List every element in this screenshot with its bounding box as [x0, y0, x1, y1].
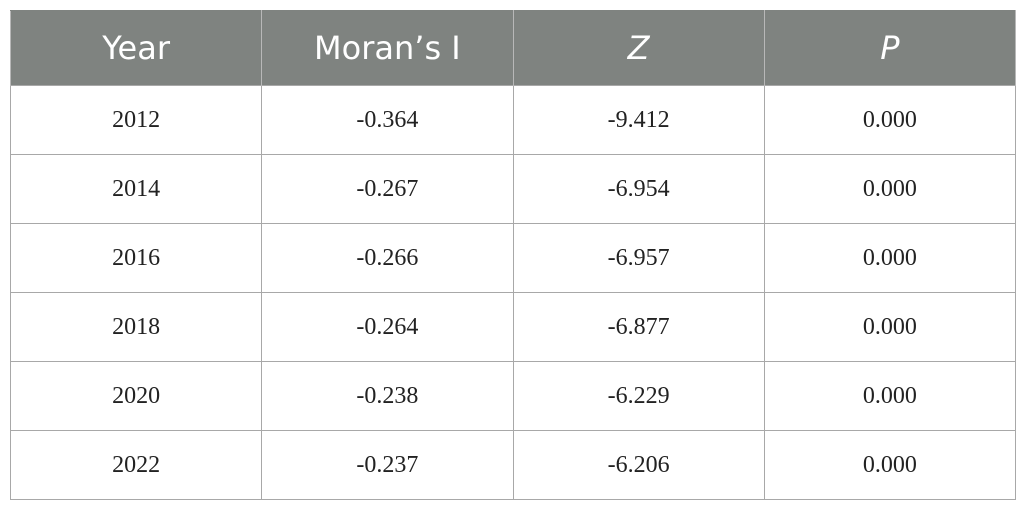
table-container: Year Moran’s I Z P 2012 -0.364 -9.412 0.…	[9, 10, 1017, 500]
cell-p: 0.000	[763, 223, 1017, 293]
table-row: 2014 -0.267 -6.954 0.000	[9, 154, 1017, 224]
cell-year: 2020	[9, 361, 263, 431]
cell-z: -6.957	[512, 223, 765, 293]
table-row: 2018 -0.264 -6.877 0.000	[9, 292, 1017, 362]
cell-p: 0.000	[763, 430, 1017, 500]
cell-morans-i: -0.364	[261, 85, 514, 155]
table-body: 2012 -0.364 -9.412 0.000 2014 -0.267 -6.…	[9, 85, 1017, 500]
cell-morans-i: -0.264	[261, 292, 514, 362]
cell-morans-i: -0.238	[261, 361, 514, 431]
header-row: Year Moran’s I Z P	[9, 10, 1017, 86]
header-p: P	[763, 10, 1017, 86]
table-row: 2020 -0.238 -6.229 0.000	[9, 361, 1017, 431]
cell-z: -6.877	[512, 292, 765, 362]
cell-year: 2018	[9, 292, 263, 362]
cell-p: 0.000	[763, 154, 1017, 224]
cell-z: -9.412	[512, 85, 765, 155]
header-morans-i: Moran’s I	[261, 10, 514, 86]
cell-z: -6.206	[512, 430, 765, 500]
cell-year: 2016	[9, 223, 263, 293]
header-year: Year	[9, 10, 263, 86]
cell-year: 2022	[9, 430, 263, 500]
cell-p: 0.000	[763, 292, 1017, 362]
cell-z: -6.229	[512, 361, 765, 431]
cell-morans-i: -0.266	[261, 223, 514, 293]
table-row: 2016 -0.266 -6.957 0.000	[9, 223, 1017, 293]
header-z: Z	[512, 10, 765, 86]
cell-year: 2014	[9, 154, 263, 224]
cell-morans-i: -0.237	[261, 430, 514, 500]
cell-p: 0.000	[763, 361, 1017, 431]
morans-i-table: Year Moran’s I Z P 2012 -0.364 -9.412 0.…	[9, 10, 1017, 500]
table-row: 2012 -0.364 -9.412 0.000	[9, 85, 1017, 155]
cell-z: -6.954	[512, 154, 765, 224]
table-header: Year Moran’s I Z P	[9, 10, 1017, 86]
cell-year: 2012	[9, 85, 263, 155]
table-row: 2022 -0.237 -6.206 0.000	[9, 430, 1017, 500]
cell-p: 0.000	[763, 85, 1017, 155]
cell-morans-i: -0.267	[261, 154, 514, 224]
